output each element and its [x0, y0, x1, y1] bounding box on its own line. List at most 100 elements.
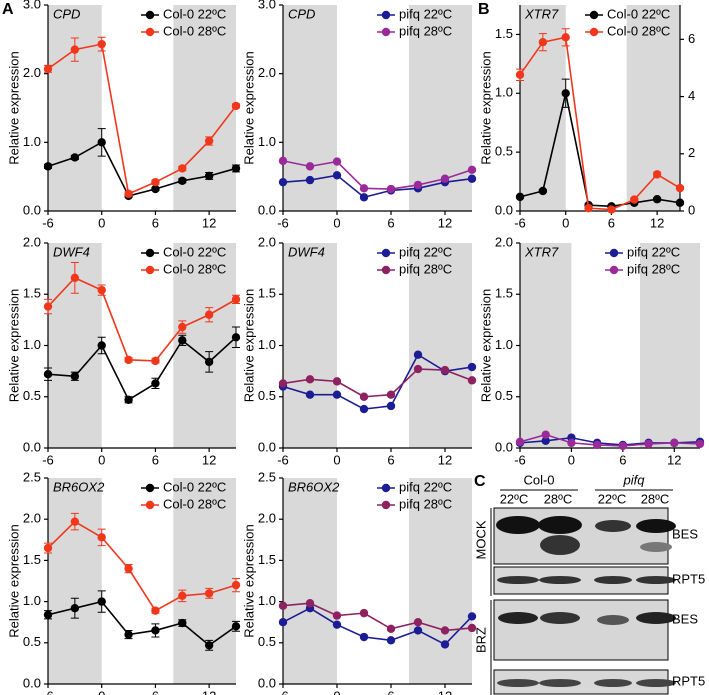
legend-label: pifq 28ºC: [399, 496, 452, 511]
data-point: [467, 376, 477, 385]
data-point: [538, 37, 548, 47]
legend-marker: [145, 248, 155, 258]
y-tick-label: 1.5: [495, 286, 513, 301]
legend-marker: [589, 10, 599, 20]
chart-title: CPD: [288, 6, 315, 21]
y-tick-label: 1.0: [495, 85, 513, 100]
data-point: [231, 295, 241, 304]
chart: 0.0 0.5 1.0 1.5 2.0 -6 0 6 12 Relative expression…: [241, 234, 477, 467]
chart: 0.0 1.0 2.0 3.0 -6 0 6 12 Relative expression CPD…: [6, 0, 241, 230]
data-point: [652, 195, 662, 204]
data-point: [440, 365, 450, 375]
series-line: [282, 368, 473, 398]
data-point: [332, 620, 342, 629]
data-point: [278, 156, 288, 166]
data-point: [278, 379, 288, 388]
data-point: [70, 45, 80, 54]
x-tick-label: 6: [619, 452, 626, 467]
data-point: [695, 439, 705, 449]
x-tick-label: 0: [562, 215, 569, 230]
x-tick-label: -6: [514, 452, 526, 467]
x-tick-label: 0: [98, 452, 105, 467]
legend-marker: [589, 27, 599, 37]
legend-marker: [609, 248, 619, 258]
night-shading: [48, 478, 102, 684]
data-point: [467, 362, 477, 372]
data-point: [332, 157, 342, 166]
data-point: [515, 192, 525, 202]
y2-tick-label: 6: [688, 31, 695, 46]
y-tick-label: 2.0: [258, 65, 276, 80]
data-point: [278, 618, 288, 627]
legend-marker: [145, 265, 155, 275]
data-point: [567, 438, 576, 448]
y-axis-label: Relative expression: [478, 289, 493, 402]
legend-label: Col-0 28ºC: [607, 23, 670, 38]
data-point: [541, 436, 550, 446]
x-tick-label: 12: [667, 452, 681, 467]
y-tick-label: 0.0: [23, 439, 41, 454]
data-point: [204, 136, 214, 146]
series-line: [47, 141, 237, 197]
data-point: [305, 175, 315, 185]
data-point: [97, 39, 106, 49]
series-line: [282, 602, 473, 632]
data-point: [151, 177, 160, 187]
x-tick-label: -6: [42, 688, 54, 695]
x-tick-label: 0: [98, 215, 105, 230]
data-point: [652, 170, 662, 179]
y-tick-label: 1.5: [258, 552, 276, 567]
chart-title: DWF4: [288, 244, 325, 259]
data-point: [332, 390, 342, 399]
legend-marker: [145, 483, 155, 493]
y-axis-label: Relative expression: [6, 289, 21, 402]
series-line: [47, 336, 237, 401]
y-tick-label: 2.5: [258, 469, 276, 484]
y-tick-label: 0.5: [23, 388, 41, 403]
y-tick-label: 1.0: [23, 134, 41, 149]
data-point: [413, 350, 423, 359]
data-point: [231, 580, 241, 590]
chart: 0.0 0.5 1.0 1.5 2.0 2.5 -6 0 6 12 Relative express…: [6, 469, 241, 695]
chart: 0.0 0.5 1.0 1.5 2.0 -6 0 6 12 Relative expression…: [478, 234, 705, 467]
series-line: [47, 276, 237, 362]
y-tick-label: 2.0: [258, 234, 276, 249]
y-tick-label: 0.0: [258, 439, 276, 454]
chart-title: BR6OX2: [288, 479, 340, 494]
data-point: [561, 33, 570, 42]
y-tick-label: 2.5: [23, 469, 41, 484]
data-point: [584, 203, 593, 213]
y-tick-label: 1.5: [23, 286, 41, 301]
data-point: [386, 636, 396, 645]
data-point: [467, 623, 477, 633]
treatment-label: BRZ: [473, 627, 488, 653]
y-tick-label: 1.5: [258, 286, 276, 301]
night-shading: [173, 478, 236, 684]
y-tick-label: 0.0: [495, 439, 513, 454]
data-point: [607, 205, 616, 214]
panel-label: A: [2, 1, 14, 18]
series-line: [282, 353, 473, 410]
chart-title: CPD: [53, 6, 80, 21]
y-tick-label: 2.0: [258, 511, 276, 526]
protein-label: BES: [672, 526, 698, 541]
data-point: [359, 184, 369, 193]
x-tick-label: 12: [202, 452, 216, 467]
x-tick-label: 12: [438, 452, 452, 467]
y-tick-label: 0.0: [495, 202, 513, 217]
night-shading: [409, 5, 472, 211]
data-point: [124, 630, 133, 639]
legend-label: pifq 28ºC: [399, 261, 452, 276]
data-point: [124, 189, 133, 199]
data-point: [43, 64, 53, 74]
data-point: [204, 357, 214, 367]
data-point: [359, 404, 369, 414]
y-tick-label: 1.5: [23, 552, 41, 567]
night-shading: [409, 478, 472, 684]
x-tick-label: 6: [152, 452, 159, 467]
chart-title: BR6OX2: [53, 479, 105, 494]
night-shading: [409, 243, 472, 448]
data-point: [151, 626, 160, 635]
data-point: [43, 162, 53, 171]
x-tick-label: -6: [42, 452, 54, 467]
